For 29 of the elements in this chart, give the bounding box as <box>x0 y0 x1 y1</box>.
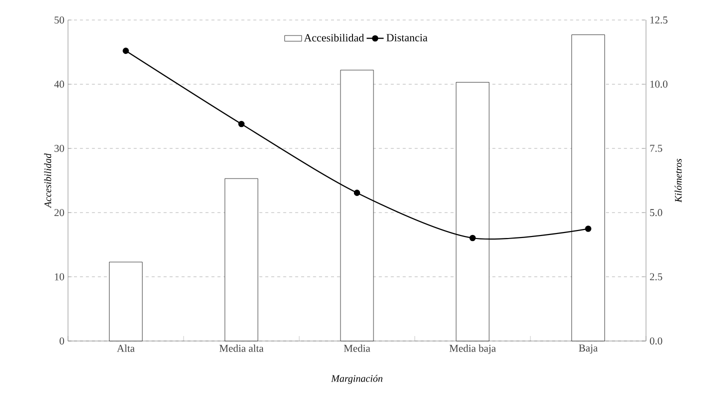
x-tick-label: Media alta <box>219 344 264 352</box>
x-tick-label: Media <box>344 344 370 352</box>
y-axis-title: Accesibilidad <box>44 153 52 208</box>
x-axis-title: Marginación <box>331 374 382 384</box>
y-tick-label: 0 <box>60 337 64 345</box>
y2-tick-label: 5.0 <box>650 209 662 216</box>
point <box>238 120 245 128</box>
y2-tick-label: 7.5 <box>650 144 662 152</box>
y-tick-label: 50 <box>54 16 64 24</box>
y-tick-label: 40 <box>54 80 64 88</box>
bar <box>224 178 258 342</box>
legend-label: Distancia <box>386 34 428 42</box>
y-tick-label: 10 <box>54 273 64 280</box>
x-tick-label: Baja <box>578 344 598 354</box>
x-tick-label: Alta <box>116 344 135 352</box>
point <box>585 226 592 232</box>
x-tick-label: Media baja <box>450 344 496 354</box>
y2-tick-label: 0.0 <box>650 337 662 345</box>
point <box>122 48 129 54</box>
y2-axis-title: Kilómetros <box>674 158 682 203</box>
point <box>469 234 476 242</box>
y2-tick-label: 10.0 <box>650 80 668 88</box>
y-tick-label: 30 <box>54 144 64 152</box>
y2-tick-label: 2.5 <box>650 273 662 280</box>
y2-tick-label: 12.5 <box>650 16 668 24</box>
y-tick-label: 20 <box>54 209 64 216</box>
legend-label: Accesibilidad <box>304 34 364 42</box>
point <box>354 190 360 196</box>
bar <box>109 262 142 342</box>
